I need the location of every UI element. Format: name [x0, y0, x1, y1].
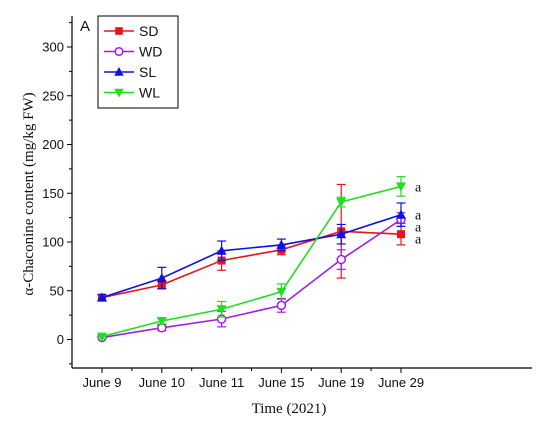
series-sl	[97, 202, 406, 302]
data-point-wl	[396, 182, 406, 192]
series-line-sl	[101, 213, 402, 299]
legend-marker	[114, 46, 124, 57]
data-point-sl	[336, 229, 347, 239]
x-tick-label: June 10	[139, 375, 185, 390]
y-axis-title: α-Chaconine content (mg/kg FW)	[21, 92, 37, 295]
data-point-wl	[216, 305, 227, 315]
legend-item-sl: SL	[104, 64, 156, 80]
data-point-sl	[156, 272, 167, 283]
data-point-sl	[216, 245, 227, 255]
x-tick-label: June 11	[199, 375, 244, 390]
data-point-wd	[336, 254, 346, 265]
x-tick-label: June 29	[378, 375, 424, 390]
significance-letter-sd: a	[415, 233, 422, 248]
y-tick-label: 300	[42, 40, 64, 55]
data-point-wd	[276, 300, 287, 311]
y-tick-label: 200	[42, 137, 64, 152]
series-line-wd	[101, 218, 402, 339]
x-axis-title: Time (2021)	[252, 401, 327, 417]
significance-letter-sl: a	[415, 209, 422, 224]
y-tick-label: 100	[42, 235, 64, 250]
legend-marker	[115, 27, 123, 35]
significance-letter-wl: a	[415, 180, 422, 195]
panel-label: A	[80, 18, 90, 35]
data-point-wl	[97, 332, 107, 342]
legend-label: WD	[139, 44, 162, 60]
x-tick-label: June 9	[82, 375, 121, 390]
y-tick-label: 0	[57, 332, 64, 347]
series-wl	[97, 176, 406, 342]
legend-label: SL	[139, 64, 156, 80]
data-point-sl	[97, 292, 107, 302]
y-tick-label: 250	[42, 88, 64, 103]
y-tick-label: 50	[50, 283, 64, 298]
data-point-wl	[156, 316, 167, 327]
series-line-wl	[101, 185, 402, 338]
axes: 0 50 100 150 200 250 300 June 9 June 10 June 11 Ju…	[42, 16, 532, 390]
y-tick-label: 150	[42, 186, 64, 201]
significance-letter-wd: a	[415, 221, 422, 236]
data-point-sl	[396, 209, 406, 219]
data-point-wl	[276, 287, 287, 297]
legend-label: WL	[139, 85, 160, 101]
legend-item-wd: WD	[104, 44, 162, 60]
series-layer	[97, 176, 406, 343]
legend-marker	[114, 67, 124, 76]
legend-box	[97, 15, 179, 109]
legend-label: SD	[139, 23, 158, 39]
data-point-wl	[336, 198, 347, 208]
legend-marker	[114, 88, 124, 98]
legend: SD WD SL WL	[97, 15, 179, 109]
x-tick-label: June 19	[318, 375, 364, 390]
data-point-sl	[276, 239, 287, 249]
data-point-sd	[397, 230, 405, 239]
legend-item-wl: WL	[104, 85, 160, 101]
x-tick-label: June 15	[258, 375, 304, 390]
legend-item-sd: SD	[104, 23, 158, 39]
